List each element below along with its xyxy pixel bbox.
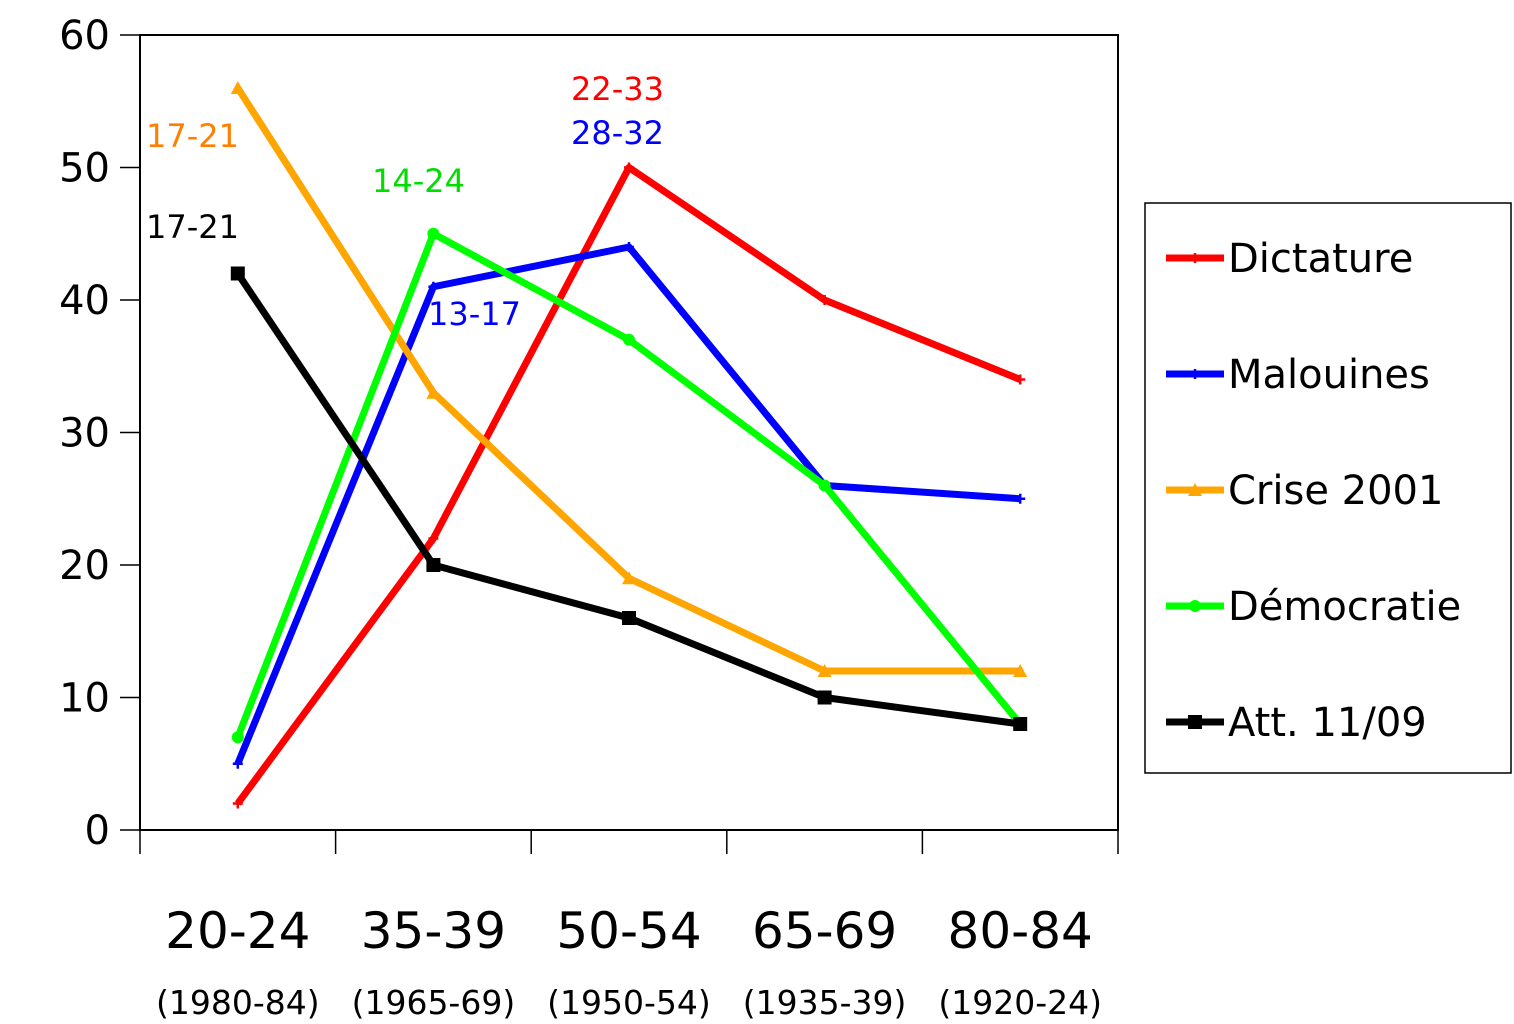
y-tick-label: 20 bbox=[59, 543, 110, 589]
data-point bbox=[1013, 717, 1028, 731]
legend-item: Crise 2001 bbox=[1166, 468, 1443, 514]
y-tick-label: 50 bbox=[59, 146, 110, 192]
legend-label: Malouines bbox=[1228, 352, 1430, 398]
data-point bbox=[1189, 600, 1201, 612]
annotation-dictature-peak: 22-33 bbox=[571, 70, 664, 108]
y-tick-label: 0 bbox=[85, 808, 110, 854]
data-point bbox=[817, 664, 832, 677]
annotation-layer: 17-21 17-21 14-24 13-17 22-33 28-32 bbox=[146, 70, 664, 333]
data-point bbox=[819, 295, 830, 305]
x-tick-label: 20-24 bbox=[165, 902, 310, 960]
data-point bbox=[232, 798, 243, 809]
plot-area bbox=[139, 34, 1119, 831]
legend-item: Att. 11/09 bbox=[1166, 700, 1427, 746]
x-tick-label: 65-69 bbox=[752, 902, 897, 960]
legend: Dictature Malouines Crise 2001 Démocratie At… bbox=[1144, 202, 1512, 774]
data-point bbox=[1013, 664, 1028, 677]
y-axis: 0 10 20 30 40 50 60 bbox=[59, 13, 140, 854]
annotation-democratie-peak: 14-24 bbox=[372, 162, 465, 200]
annotation-crise-peak: 17-21 bbox=[146, 117, 239, 155]
data-point bbox=[624, 242, 634, 252]
annotation-malouines-low: 13-17 bbox=[428, 295, 521, 333]
x-tick-label: 80-84 bbox=[948, 902, 1093, 960]
data-point bbox=[1190, 253, 1200, 263]
series-malouines bbox=[232, 242, 1026, 769]
x-tick-label: 35-39 bbox=[361, 902, 506, 960]
annotation-att-peak: 17-21 bbox=[146, 208, 239, 246]
legend-item: Malouines bbox=[1166, 352, 1430, 398]
x-tick-sublabel: (1920-24) bbox=[938, 983, 1102, 1022]
series-crise-2001 bbox=[230, 81, 1028, 677]
series-layer bbox=[230, 81, 1028, 809]
data-point bbox=[427, 227, 440, 240]
data-point bbox=[426, 385, 441, 399]
legend-label: Att. 11/09 bbox=[1228, 700, 1427, 746]
data-point bbox=[428, 533, 439, 544]
series-dictature bbox=[232, 162, 1026, 809]
legend-item: Dictature bbox=[1166, 236, 1413, 282]
data-point bbox=[1188, 483, 1202, 496]
data-point bbox=[1188, 715, 1202, 729]
data-point bbox=[1015, 374, 1026, 385]
y-tick-label: 60 bbox=[59, 13, 110, 59]
x-tick-sublabel: (1935-39) bbox=[743, 983, 907, 1022]
legend-label: Démocratie bbox=[1228, 584, 1461, 630]
data-point bbox=[1190, 369, 1200, 379]
data-point bbox=[428, 281, 439, 292]
x-tick-label: 50-54 bbox=[556, 902, 701, 960]
x-tick-sublabel: (1950-54) bbox=[547, 983, 711, 1022]
y-tick-label: 10 bbox=[59, 676, 110, 722]
data-point bbox=[230, 266, 245, 281]
data-point bbox=[1015, 493, 1026, 504]
x-tick-sublabel: (1965-69) bbox=[352, 983, 516, 1022]
annotation-malouines-peak: 28-32 bbox=[571, 114, 664, 152]
data-point bbox=[624, 162, 634, 173]
data-point bbox=[622, 611, 636, 625]
data-point bbox=[817, 690, 832, 705]
data-point bbox=[623, 333, 635, 346]
series-att-11-09 bbox=[230, 266, 1028, 731]
x-tick-sublabel: (1980-84) bbox=[156, 983, 320, 1022]
data-point bbox=[232, 758, 243, 769]
y-tick-label: 30 bbox=[59, 411, 110, 457]
data-point bbox=[622, 571, 636, 585]
data-point bbox=[230, 81, 245, 94]
x-axis: 20-24 (1980-84) 35-39 (1965-69) 50-54 (1950-5… bbox=[139, 830, 1119, 1022]
legend-label: Dictature bbox=[1228, 236, 1413, 282]
data-point bbox=[426, 558, 441, 572]
legend-label: Crise 2001 bbox=[1228, 468, 1443, 514]
data-point bbox=[231, 731, 244, 744]
data-point bbox=[818, 479, 831, 492]
y-tick-label: 40 bbox=[59, 278, 110, 324]
legend-item: Démocratie bbox=[1166, 584, 1461, 630]
